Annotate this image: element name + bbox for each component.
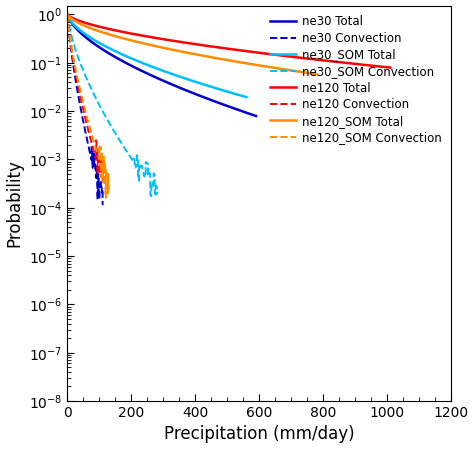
ne30_SOM Total — [240, 93, 246, 99]
ne120 Convection — [71, 60, 76, 66]
ne120_SOM Convection — [65, 12, 71, 17]
Line: ne120 Convection: ne120 Convection — [68, 14, 102, 182]
ne120 Total — [65, 12, 71, 17]
ne120 Total — [381, 64, 387, 70]
ne30 Convection — [100, 202, 105, 208]
ne30_SOM Total — [96, 40, 101, 45]
ne30 Convection — [99, 189, 105, 194]
ne120_SOM Total — [108, 32, 114, 38]
ne120_SOM Total — [314, 71, 319, 77]
ne120_SOM Convection — [101, 181, 107, 187]
Legend: ne30 Total, ne30 Convection, ne30_SOM Total, ne30_SOM Convection, ne120 Total, n: ne30 Total, ne30 Convection, ne30_SOM To… — [266, 12, 445, 148]
ne120 Convection — [69, 48, 74, 53]
ne30 Total — [253, 113, 259, 119]
ne30_SOM Total — [244, 94, 249, 100]
ne30 Total — [249, 112, 255, 118]
ne120_SOM Convection — [70, 49, 75, 55]
ne30_SOM Convection — [152, 191, 158, 197]
ne120 Convection — [99, 164, 105, 170]
ne30_SOM Total — [221, 88, 227, 93]
ne30_SOM Convection — [99, 107, 105, 113]
ne120_SOM Convection — [81, 101, 86, 107]
ne120 Total — [387, 65, 393, 70]
ne120_SOM Convection — [82, 108, 88, 114]
Line: ne30_SOM Total: ne30_SOM Total — [68, 14, 246, 97]
ne120_SOM Total — [171, 47, 177, 53]
Line: ne120_SOM Convection: ne120_SOM Convection — [68, 14, 109, 198]
ne30_SOM Convection — [65, 12, 71, 17]
ne120_SOM Total — [160, 45, 166, 50]
ne120 Convection — [78, 97, 84, 103]
ne120_SOM Total — [282, 67, 288, 72]
ne30 Convection — [69, 51, 74, 57]
ne120 Convection — [95, 148, 101, 154]
ne120_SOM Convection — [103, 195, 109, 200]
ne120_SOM Total — [309, 71, 315, 76]
ne30_SOM Total — [65, 12, 71, 17]
ne120 Total — [346, 61, 352, 66]
ne30 Convection — [78, 108, 84, 113]
ne30_SOM Total — [85, 33, 91, 39]
ne30 Total — [98, 45, 103, 51]
Line: ne30 Convection: ne30 Convection — [68, 14, 102, 205]
ne30 Convection — [95, 180, 101, 186]
ne120 Total — [189, 41, 194, 46]
ne30_SOM Convection — [80, 68, 86, 73]
ne120 Convection — [100, 179, 105, 185]
ne120 Total — [202, 43, 208, 48]
ne30 Convection — [71, 66, 76, 71]
Line: ne30 Total: ne30 Total — [68, 14, 256, 116]
ne120_SOM Convection — [72, 63, 78, 68]
ne30_SOM Total — [133, 58, 139, 63]
ne30_SOM Convection — [75, 54, 81, 59]
ne30_SOM Convection — [148, 194, 154, 199]
ne120 Convection — [65, 12, 71, 17]
ne30 Convection — [65, 12, 71, 17]
ne120 Total — [101, 25, 107, 31]
ne30_SOM Convection — [143, 171, 148, 176]
ne30 Total — [145, 71, 151, 76]
Line: ne120_SOM Total: ne120_SOM Total — [68, 14, 317, 74]
ne30 Total — [86, 37, 92, 43]
ne120_SOM Total — [93, 27, 99, 33]
ne30 Total — [229, 105, 235, 110]
ne30_SOM Total — [141, 61, 147, 66]
ne30 Total — [65, 12, 71, 17]
Y-axis label: Probability: Probability — [6, 159, 24, 247]
X-axis label: Precipitation (mm/day): Precipitation (mm/day) — [164, 426, 355, 444]
ne120_SOM Total — [65, 12, 71, 17]
ne30 Convection — [80, 115, 85, 121]
ne120 Total — [121, 29, 127, 35]
ne30_SOM Convection — [154, 192, 160, 197]
Line: ne30_SOM Convection: ne30_SOM Convection — [68, 14, 157, 196]
ne120_SOM Convection — [106, 187, 112, 192]
ne120_SOM Convection — [105, 172, 111, 177]
ne120 Convection — [80, 104, 85, 110]
ne30 Total — [137, 67, 143, 73]
ne30_SOM Convection — [103, 114, 109, 119]
Line: ne120 Total: ne120 Total — [68, 14, 390, 68]
